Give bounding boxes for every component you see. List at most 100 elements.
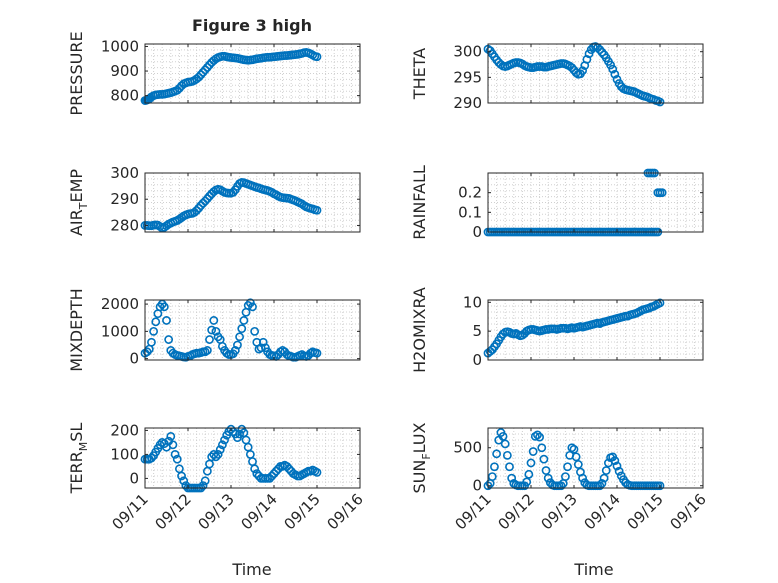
data-point xyxy=(209,449,219,459)
y-tick-label: 0.1 xyxy=(458,203,482,221)
y-axis-label-main: PRESSURE xyxy=(67,31,86,115)
data-points xyxy=(140,298,322,362)
data-points xyxy=(483,42,665,107)
data-point xyxy=(312,52,322,62)
data-point xyxy=(237,324,247,334)
y-tick-label: 0 xyxy=(472,223,482,241)
data-point xyxy=(226,424,236,434)
data-point xyxy=(194,72,204,82)
axes-box xyxy=(487,172,704,233)
data-point xyxy=(578,473,587,483)
x-tick-label: 09/14 xyxy=(581,490,624,533)
y-axis-label-main: MIXDEPTH xyxy=(67,288,86,371)
data-point xyxy=(269,469,279,478)
data-point xyxy=(202,346,212,355)
y-tick-label: 5 xyxy=(472,322,482,340)
y-axis-label: AIRTEMP xyxy=(67,169,90,236)
data-point xyxy=(614,466,624,476)
data-point xyxy=(541,466,551,475)
data-points xyxy=(483,428,665,491)
data-point xyxy=(539,454,549,464)
y-axis-label: PRESSURE xyxy=(67,31,86,115)
data-point xyxy=(205,459,214,469)
data-point xyxy=(533,430,542,440)
data-point xyxy=(610,69,620,79)
subplot-7: 09/11 09/12 09/13 09/14 09/15 09/16 0 100 200 TER… xyxy=(67,421,367,533)
y-axis-label: THETA xyxy=(410,48,429,100)
data-point xyxy=(159,302,169,312)
data-point xyxy=(543,473,553,483)
axes-box xyxy=(144,43,361,104)
y-axis-label: H2OMIXRA xyxy=(410,287,429,373)
data-point xyxy=(284,464,294,474)
x-axis-label-right: Time xyxy=(573,560,613,579)
y-tick-label: 0 xyxy=(129,350,139,368)
y-tick-label: 290 xyxy=(453,94,482,112)
data-point xyxy=(505,462,514,472)
data-point xyxy=(312,467,322,477)
data-point xyxy=(561,472,570,482)
x-tick-label: 09/16 xyxy=(324,490,367,533)
grid xyxy=(144,299,361,361)
y-axis-label: SUNFLUX xyxy=(410,422,433,493)
data-point xyxy=(209,316,219,325)
x-axis-label-left: Time xyxy=(231,560,271,579)
axes-box xyxy=(144,172,361,233)
data-point xyxy=(595,481,605,491)
data-point xyxy=(196,70,206,80)
data-point xyxy=(528,447,538,456)
data-point xyxy=(610,456,620,466)
y-tick-label: 2000 xyxy=(101,295,139,313)
y-tick-label: 0.2 xyxy=(458,184,482,202)
y-tick-label: 100 xyxy=(110,445,139,463)
x-tick-label: 09/12 xyxy=(152,490,195,533)
axes-box xyxy=(144,299,361,361)
axes-box xyxy=(487,299,704,361)
x-tick-label: 09/12 xyxy=(495,490,538,533)
data-point xyxy=(502,450,512,460)
data-point xyxy=(250,326,260,336)
data-point xyxy=(612,461,622,471)
data-point xyxy=(573,460,583,469)
data-point xyxy=(192,206,201,215)
x-tick-label: 09/13 xyxy=(538,490,581,533)
data-point xyxy=(601,466,611,475)
axes-box xyxy=(487,427,704,489)
y-axis-label-main: H2OMIXRA xyxy=(410,287,429,373)
y-axis-label-main: RAINFALL xyxy=(410,165,429,240)
data-point xyxy=(500,439,510,449)
x-tick-label: 09/11 xyxy=(109,490,152,533)
data-point xyxy=(655,481,665,491)
data-point xyxy=(205,335,214,344)
data-point xyxy=(282,461,292,471)
y-axis-label-subscript: M xyxy=(77,442,90,452)
data-point xyxy=(490,462,499,472)
data-point xyxy=(211,326,221,336)
data-point xyxy=(174,464,184,474)
data-point xyxy=(498,431,508,441)
data-point xyxy=(149,326,158,336)
data-point xyxy=(655,298,665,308)
axes-box xyxy=(144,427,361,489)
x-tick-label: 09/11 xyxy=(452,490,495,533)
data-point xyxy=(248,457,257,466)
data-point xyxy=(256,343,266,353)
data-point xyxy=(200,65,210,75)
y-tick-label: 290 xyxy=(110,190,139,208)
y-tick-label: 0 xyxy=(472,477,482,495)
subplot-6: 0 5 10 H2OMIXRA xyxy=(410,287,704,373)
y-tick-label: 300 xyxy=(110,164,139,182)
data-point xyxy=(608,64,618,74)
y-tick-label: 280 xyxy=(110,216,139,234)
data-point xyxy=(168,440,178,450)
data-point xyxy=(252,469,262,478)
data-point xyxy=(571,452,581,462)
data-point xyxy=(312,348,322,358)
y-tick-label: 1000 xyxy=(101,322,139,340)
y-axis-label: MIXDEPTH xyxy=(67,288,86,371)
grid xyxy=(487,299,704,361)
data-point xyxy=(273,464,283,474)
data-point xyxy=(537,443,547,453)
data-point xyxy=(248,302,257,312)
